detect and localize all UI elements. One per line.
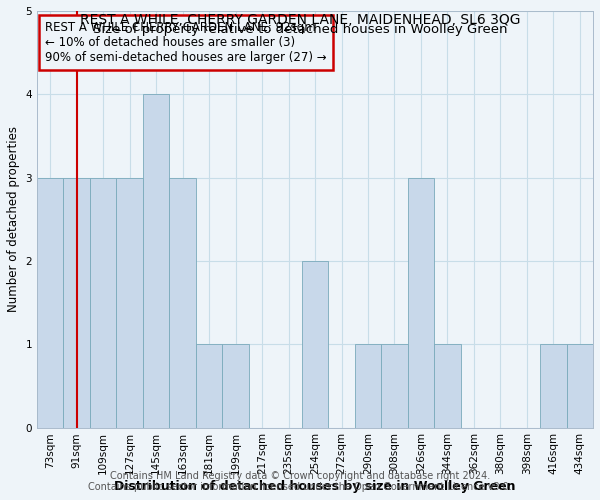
Bar <box>223 344 249 428</box>
X-axis label: Distribution of detached houses by size in Woolley Green: Distribution of detached houses by size … <box>114 480 516 493</box>
Text: Contains HM Land Registry data © Crown copyright and database right 2024.
Contai: Contains HM Land Registry data © Crown c… <box>88 471 512 492</box>
Text: REST A WHILE CHERRY GARDEN LANE: 92sqm
← 10% of detached houses are smaller (3)
: REST A WHILE CHERRY GARDEN LANE: 92sqm ←… <box>46 22 327 64</box>
Bar <box>434 344 461 428</box>
Bar <box>169 178 196 428</box>
Bar <box>90 178 116 428</box>
Bar <box>540 344 566 428</box>
Bar <box>381 344 407 428</box>
Bar <box>407 178 434 428</box>
Bar <box>64 178 90 428</box>
Text: REST A WHILE, CHERRY GARDEN LANE, MAIDENHEAD, SL6 3QG: REST A WHILE, CHERRY GARDEN LANE, MAIDEN… <box>80 12 520 26</box>
Bar <box>302 261 328 428</box>
Bar <box>355 344 381 428</box>
Bar <box>116 178 143 428</box>
Bar <box>196 344 223 428</box>
Y-axis label: Number of detached properties: Number of detached properties <box>7 126 20 312</box>
Bar <box>143 94 169 427</box>
Text: Size of property relative to detached houses in Woolley Green: Size of property relative to detached ho… <box>93 22 507 36</box>
Bar <box>37 178 64 428</box>
Bar <box>566 344 593 428</box>
